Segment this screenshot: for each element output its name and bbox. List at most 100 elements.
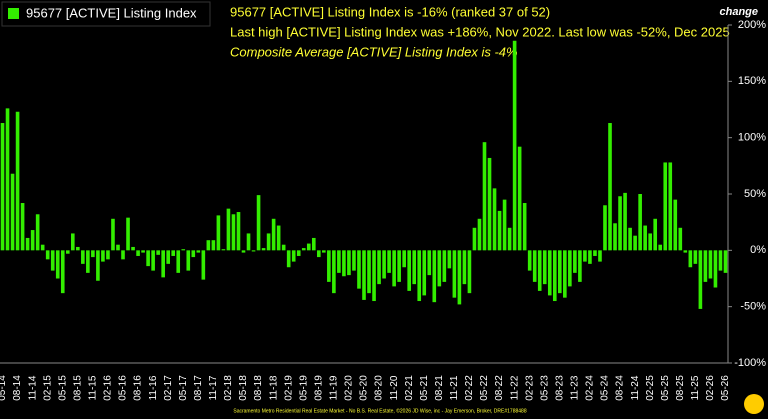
y-tick-label: -50% — [740, 301, 766, 313]
legend-label: 95677 [ACTIVE] Listing Index — [26, 5, 197, 20]
y-tick-label: 200% — [738, 19, 766, 31]
x-tick-label: 08-17 — [193, 375, 204, 401]
bar — [573, 250, 577, 273]
x-tick-label: 08-21 — [434, 375, 445, 401]
bar — [698, 250, 703, 309]
bar — [161, 250, 165, 278]
bar — [723, 250, 728, 273]
bar — [557, 250, 562, 294]
bar — [322, 250, 326, 253]
bar — [638, 194, 642, 251]
x-tick-label: 05-15 — [57, 375, 68, 401]
bar — [151, 250, 155, 271]
bar — [588, 250, 592, 264]
annotation: 95677 [ACTIVE] Listing Index is -16% (ra… — [230, 4, 550, 19]
bar — [462, 250, 467, 285]
bar — [332, 250, 336, 294]
bar — [50, 250, 55, 271]
bar — [608, 123, 612, 251]
bar — [166, 250, 171, 264]
bar — [507, 227, 512, 251]
bar — [397, 250, 401, 282]
bar — [276, 225, 281, 251]
x-tick-label: 08-23 — [554, 375, 565, 401]
x-tick-label: 05-25 — [660, 375, 671, 401]
bar — [10, 173, 15, 251]
bar — [422, 250, 427, 296]
bar — [407, 250, 411, 291]
annotation: Last high [ACTIVE] Listing Index was +18… — [230, 24, 730, 39]
x-tick-label: 08-15 — [72, 375, 83, 401]
bar — [221, 249, 226, 251]
bar — [136, 250, 140, 256]
bar — [86, 250, 90, 273]
bar — [457, 250, 462, 305]
x-tick-label: 02-23 — [524, 375, 535, 401]
bar — [618, 196, 622, 251]
y-tick-label: 150% — [738, 75, 766, 87]
bar — [643, 225, 647, 251]
x-tick-label: 05-19 — [298, 375, 309, 401]
x-tick-label: 08-24 — [615, 375, 626, 401]
bar — [472, 227, 477, 251]
bar — [693, 250, 698, 264]
bar — [683, 250, 688, 253]
bar — [261, 248, 266, 251]
bar — [191, 250, 196, 258]
bar — [673, 199, 678, 251]
bar — [663, 162, 668, 251]
bar — [477, 218, 482, 251]
bar — [241, 250, 246, 253]
bar — [281, 244, 286, 251]
bar — [537, 250, 542, 291]
x-tick-label: 05-18 — [238, 375, 249, 401]
bar — [347, 250, 351, 276]
x-tick-label: 02-21 — [404, 375, 415, 401]
bar — [593, 250, 597, 256]
bar — [522, 203, 527, 251]
y-axis-label: change — [719, 6, 758, 18]
bar — [216, 215, 221, 251]
y-tick-label: 100% — [738, 132, 766, 144]
bar — [40, 244, 45, 251]
bar — [452, 250, 457, 298]
x-tick-label: 08-22 — [494, 375, 505, 401]
bar — [688, 250, 693, 268]
bar — [542, 250, 547, 285]
bar — [65, 250, 70, 254]
bar — [467, 250, 472, 294]
x-tick-label: 08-19 — [313, 375, 324, 401]
x-tick-label: 08-16 — [133, 375, 144, 401]
bar — [633, 235, 637, 251]
bar — [357, 250, 361, 289]
annotation: Composite Average [ACTIVE] Listing Index… — [230, 44, 518, 59]
bar — [613, 223, 617, 251]
bar — [342, 250, 346, 277]
bar — [648, 233, 652, 251]
bar — [211, 240, 216, 251]
bar — [392, 250, 396, 287]
bar — [412, 250, 417, 285]
bar — [658, 244, 663, 251]
x-tick-label: 11-17 — [208, 375, 219, 400]
bar — [512, 40, 517, 251]
x-tick-label: 05-24 — [600, 375, 611, 401]
y-tick-label: 0% — [750, 244, 766, 256]
bar — [442, 250, 447, 282]
bar — [266, 233, 271, 251]
x-tick-label: 11-16 — [148, 375, 159, 400]
bar — [532, 250, 537, 282]
x-tick-label: 02-20 — [344, 375, 355, 401]
bar — [55, 250, 60, 279]
x-tick-label: 02-25 — [645, 375, 656, 401]
bar — [603, 205, 607, 251]
x-tick-label: 02-15 — [42, 375, 53, 401]
x-tick-label: 11-21 — [449, 375, 460, 400]
x-tick-label: 08-20 — [374, 375, 385, 401]
bar — [447, 250, 452, 269]
bar — [552, 250, 557, 302]
bar — [91, 250, 95, 258]
x-tick-label: 11-15 — [88, 375, 99, 400]
